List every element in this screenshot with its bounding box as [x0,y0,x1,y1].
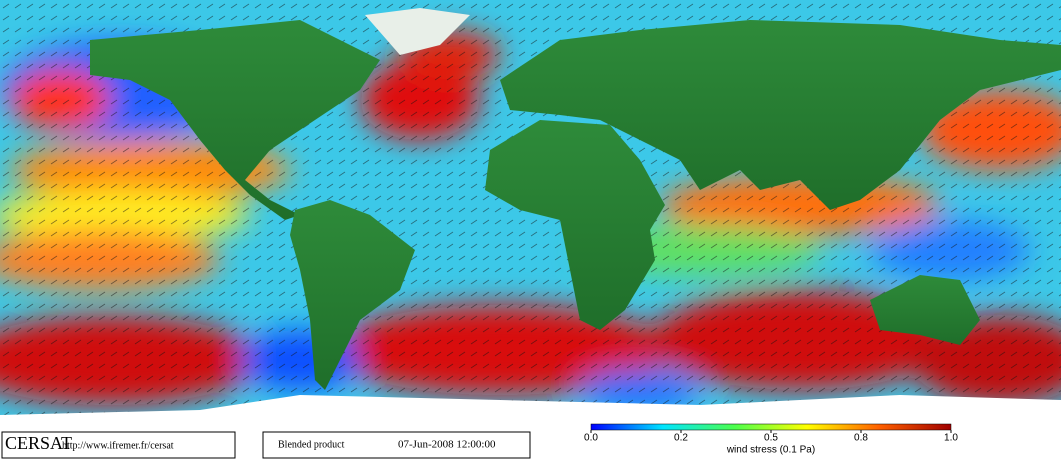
colorbar-tick-label: 0.8 [854,433,868,444]
date: 07-Jun-2008 12:00:00 [398,439,496,451]
colorbar-tick-label: 0.5 [764,433,778,444]
colorbar-tick-label: 0.2 [674,433,688,444]
greenland [365,8,470,55]
url: http://www.ifremer.fr/cersat [62,440,174,451]
colorbar-label: wind stress (0.1 Pa) [726,445,815,456]
colorbar-tick-label: 0.0 [584,433,598,444]
product-box [262,431,531,459]
colorbar: 0.0 0.2 0.5 0.8 1.0 [584,423,958,444]
australia [870,275,980,345]
south-america [290,200,415,390]
logo-box [1,431,236,459]
logo: CERSAT [5,433,72,453]
colorbar-tick-label: 1.0 [944,433,958,444]
continents [90,8,1061,390]
africa [485,120,665,330]
north-america [90,20,380,220]
colorbar-ramp [590,423,952,431]
product: Blended product [278,439,345,450]
antarctica [0,395,1061,430]
eurasia [500,20,1061,210]
